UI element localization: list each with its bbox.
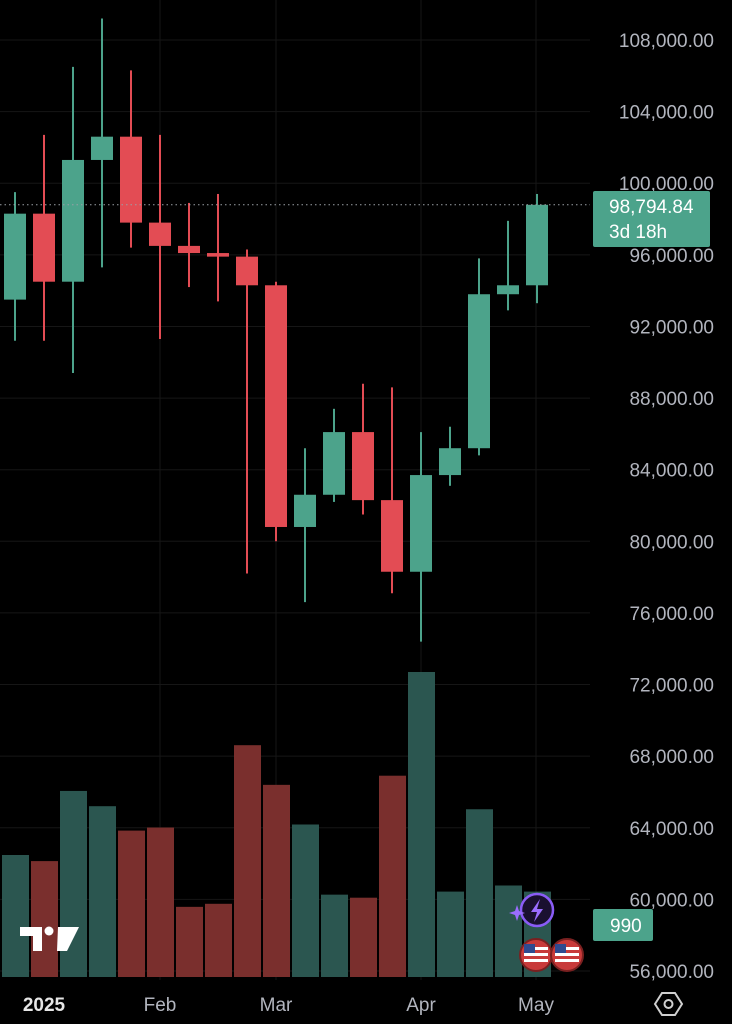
x-tick-label: Feb [144, 995, 177, 1016]
last-price-label: 98,794.84 3d 18h [593, 191, 710, 247]
x-tick-label: May [518, 995, 554, 1016]
x-tick-label: 2025 [23, 995, 66, 1016]
candle[interactable] [323, 408, 345, 502]
volume-label: 990 [593, 909, 653, 941]
x-tick-label: Mar [260, 995, 293, 1016]
volume-value: 990 [610, 916, 642, 937]
volume-bar [176, 906, 203, 977]
candle[interactable] [439, 426, 461, 486]
candle-body [62, 159, 84, 282]
y-tick-label: 76,000.00 [629, 604, 714, 625]
candle[interactable] [62, 66, 84, 374]
y-tick-label: 108,000.00 [619, 31, 714, 52]
candle-body [468, 294, 490, 449]
volume-bar [408, 672, 435, 977]
y-tick-label: 96,000.00 [629, 246, 714, 267]
y-axis: 108,000.00 104,000.00 100,000.00 96,000.00 9… [619, 31, 714, 983]
y-tick-label: 84,000.00 [629, 461, 714, 482]
candle-body [381, 500, 403, 572]
x-axis: 2025 Feb Mar Apr May [23, 995, 555, 1016]
candle-body [410, 475, 432, 572]
volume-bar [466, 809, 493, 977]
candle[interactable] [120, 70, 142, 248]
volume-bars [2, 672, 551, 977]
candle-body [178, 245, 200, 254]
y-tick-label: 104,000.00 [619, 103, 714, 124]
candle[interactable] [91, 18, 113, 268]
candle[interactable] [410, 432, 432, 642]
volume-bar [205, 903, 232, 977]
volume-bar [350, 897, 377, 977]
candle[interactable] [207, 193, 229, 302]
candle[interactable] [352, 383, 374, 515]
y-tick-label: 80,000.00 [629, 532, 714, 553]
flash-sparkle-icon[interactable] [509, 892, 555, 928]
candle-body [439, 448, 461, 476]
candle[interactable] [526, 193, 548, 304]
candle-body [4, 213, 26, 300]
us-flag-icon[interactable] [519, 938, 553, 972]
y-tick-label: 56,000.00 [629, 962, 714, 983]
y-tick-label: 100,000.00 [619, 174, 714, 195]
y-tick-label: 88,000.00 [629, 389, 714, 410]
volume-bar [495, 885, 522, 977]
volume-bar [31, 861, 58, 977]
volume-bar [292, 824, 319, 977]
countdown-value: 3d 18h [609, 222, 667, 243]
volume-bar [263, 784, 290, 977]
candles [4, 18, 548, 642]
volume-bar [147, 827, 174, 977]
candle-body [207, 253, 229, 257]
us-flag-icon[interactable] [550, 938, 584, 972]
volume-bar [2, 855, 29, 977]
candle-body [236, 256, 258, 286]
candle[interactable] [497, 220, 519, 311]
volume-bar [437, 891, 464, 977]
candle[interactable] [4, 192, 26, 341]
y-tick-label: 60,000.00 [629, 890, 714, 911]
y-tick-label: 92,000.00 [629, 317, 714, 338]
candle[interactable] [33, 134, 55, 341]
volume-bar [379, 775, 406, 977]
candle-body [497, 285, 519, 295]
candle[interactable] [265, 281, 287, 542]
candle[interactable] [236, 249, 258, 574]
candle-body [323, 432, 345, 495]
volume-bar [118, 830, 145, 977]
candle[interactable] [468, 258, 490, 456]
candle-body [265, 285, 287, 527]
tradingview-logo[interactable] [20, 926, 79, 952]
candle-body [33, 213, 55, 282]
candle[interactable] [149, 134, 171, 339]
candle-body [149, 222, 171, 246]
candle-body [294, 494, 316, 527]
candle[interactable] [178, 202, 200, 288]
candle-body [91, 136, 113, 160]
y-tick-label: 64,000.00 [629, 819, 714, 840]
y-tick-label: 68,000.00 [629, 747, 714, 768]
volume-bar [89, 806, 116, 977]
candle-body [352, 432, 374, 501]
candle[interactable] [381, 387, 403, 594]
settings-hexagon-icon[interactable] [653, 992, 684, 1016]
candle-body [526, 204, 548, 286]
volume-bar [234, 745, 261, 977]
x-tick-label: Apr [406, 995, 436, 1016]
last-price-value: 98,794.84 [609, 197, 694, 218]
y-tick-label: 72,000.00 [629, 676, 714, 697]
volume-bar [321, 894, 348, 977]
candle-body [120, 136, 142, 223]
candle[interactable] [294, 448, 316, 603]
